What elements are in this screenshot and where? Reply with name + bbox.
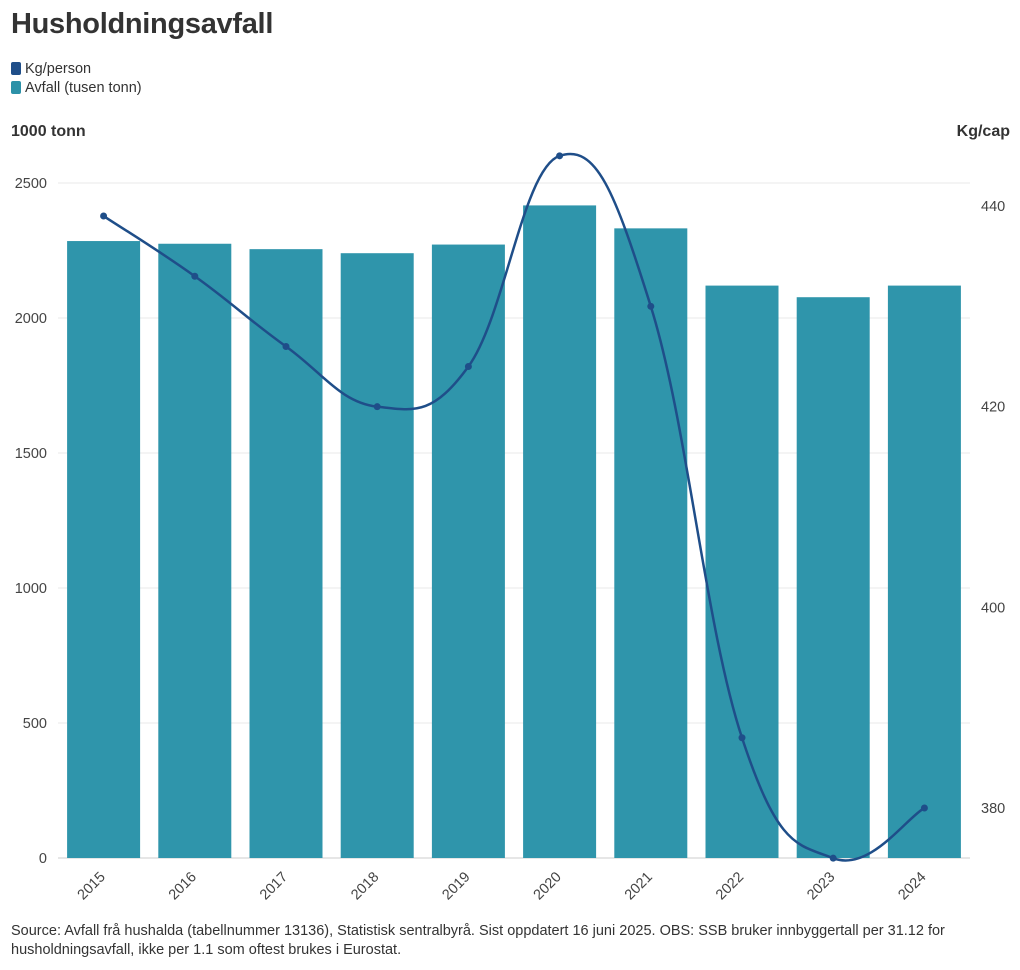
right-axis-title: Kg/cap [956, 123, 1010, 140]
left-axis: 0 500 1000 1500 2000 2500 [15, 176, 47, 867]
bar-2015 [67, 241, 141, 859]
legend: Kg/person Avfall (tusen tonn) [11, 59, 142, 97]
legend-swatch-kg-person [11, 62, 21, 75]
bar-2016 [158, 243, 232, 858]
point-2021 [647, 302, 655, 310]
point-2017 [282, 342, 290, 350]
right-axis: 380 400 420 440 [981, 199, 1005, 817]
left-tick-2000: 2000 [15, 311, 47, 327]
x-tick-2015: 2015 [75, 869, 109, 903]
left-tick-1000: 1000 [15, 581, 47, 597]
bar-2018 [340, 253, 414, 858]
left-axis-title: 1000 tonn [11, 123, 86, 140]
left-tick-2500: 2500 [15, 176, 47, 192]
point-2019 [464, 363, 472, 371]
x-tick-2017: 2017 [257, 869, 291, 903]
point-2016 [191, 272, 199, 280]
x-tick-2021: 2021 [622, 869, 656, 903]
legend-label-kg-person: Kg/person [25, 60, 92, 77]
right-tick-420: 420 [981, 400, 1005, 416]
right-tick-400: 400 [981, 600, 1005, 616]
chart-title: Husholdningsavfall [11, 8, 274, 40]
x-tick-2016: 2016 [166, 869, 200, 903]
x-tick-2023: 2023 [804, 869, 838, 903]
legend-item-avfall[interactable]: Avfall (tusen tonn) [11, 78, 142, 97]
legend-item-kg-person[interactable]: Kg/person [11, 59, 142, 78]
bar-2023 [796, 297, 870, 859]
left-tick-500: 500 [23, 716, 47, 732]
bar-2017 [249, 249, 323, 858]
point-2020 [556, 152, 564, 160]
legend-swatch-avfall [11, 81, 21, 94]
x-tick-2022: 2022 [713, 869, 747, 903]
point-2018 [373, 403, 381, 411]
left-tick-0: 0 [39, 851, 47, 867]
left-tick-1500: 1500 [15, 446, 47, 462]
right-tick-380: 380 [981, 801, 1005, 817]
right-tick-440: 440 [981, 199, 1005, 215]
x-tick-2024: 2024 [895, 869, 929, 903]
legend-label-avfall: Avfall (tusen tonn) [25, 79, 142, 96]
x-axis: 2015 2016 2017 2018 2019 2020 2021 2022 2023 2024 [75, 869, 930, 903]
x-tick-2019: 2019 [439, 869, 473, 903]
point-2015 [100, 212, 108, 220]
bar-2020 [523, 205, 597, 858]
bar-2021 [614, 228, 688, 859]
bar-series [67, 205, 961, 859]
point-2024 [920, 804, 928, 812]
x-tick-2020: 2020 [531, 869, 565, 903]
source-note: Source: Avfall frå hushalda (tabellnumme… [11, 923, 945, 958]
point-2022 [738, 734, 746, 742]
bar-2024 [887, 285, 961, 859]
point-2023 [829, 854, 837, 862]
bar-2019 [431, 244, 505, 858]
line-series [100, 152, 928, 862]
x-tick-2018: 2018 [348, 869, 382, 903]
bar-2022 [705, 285, 779, 859]
